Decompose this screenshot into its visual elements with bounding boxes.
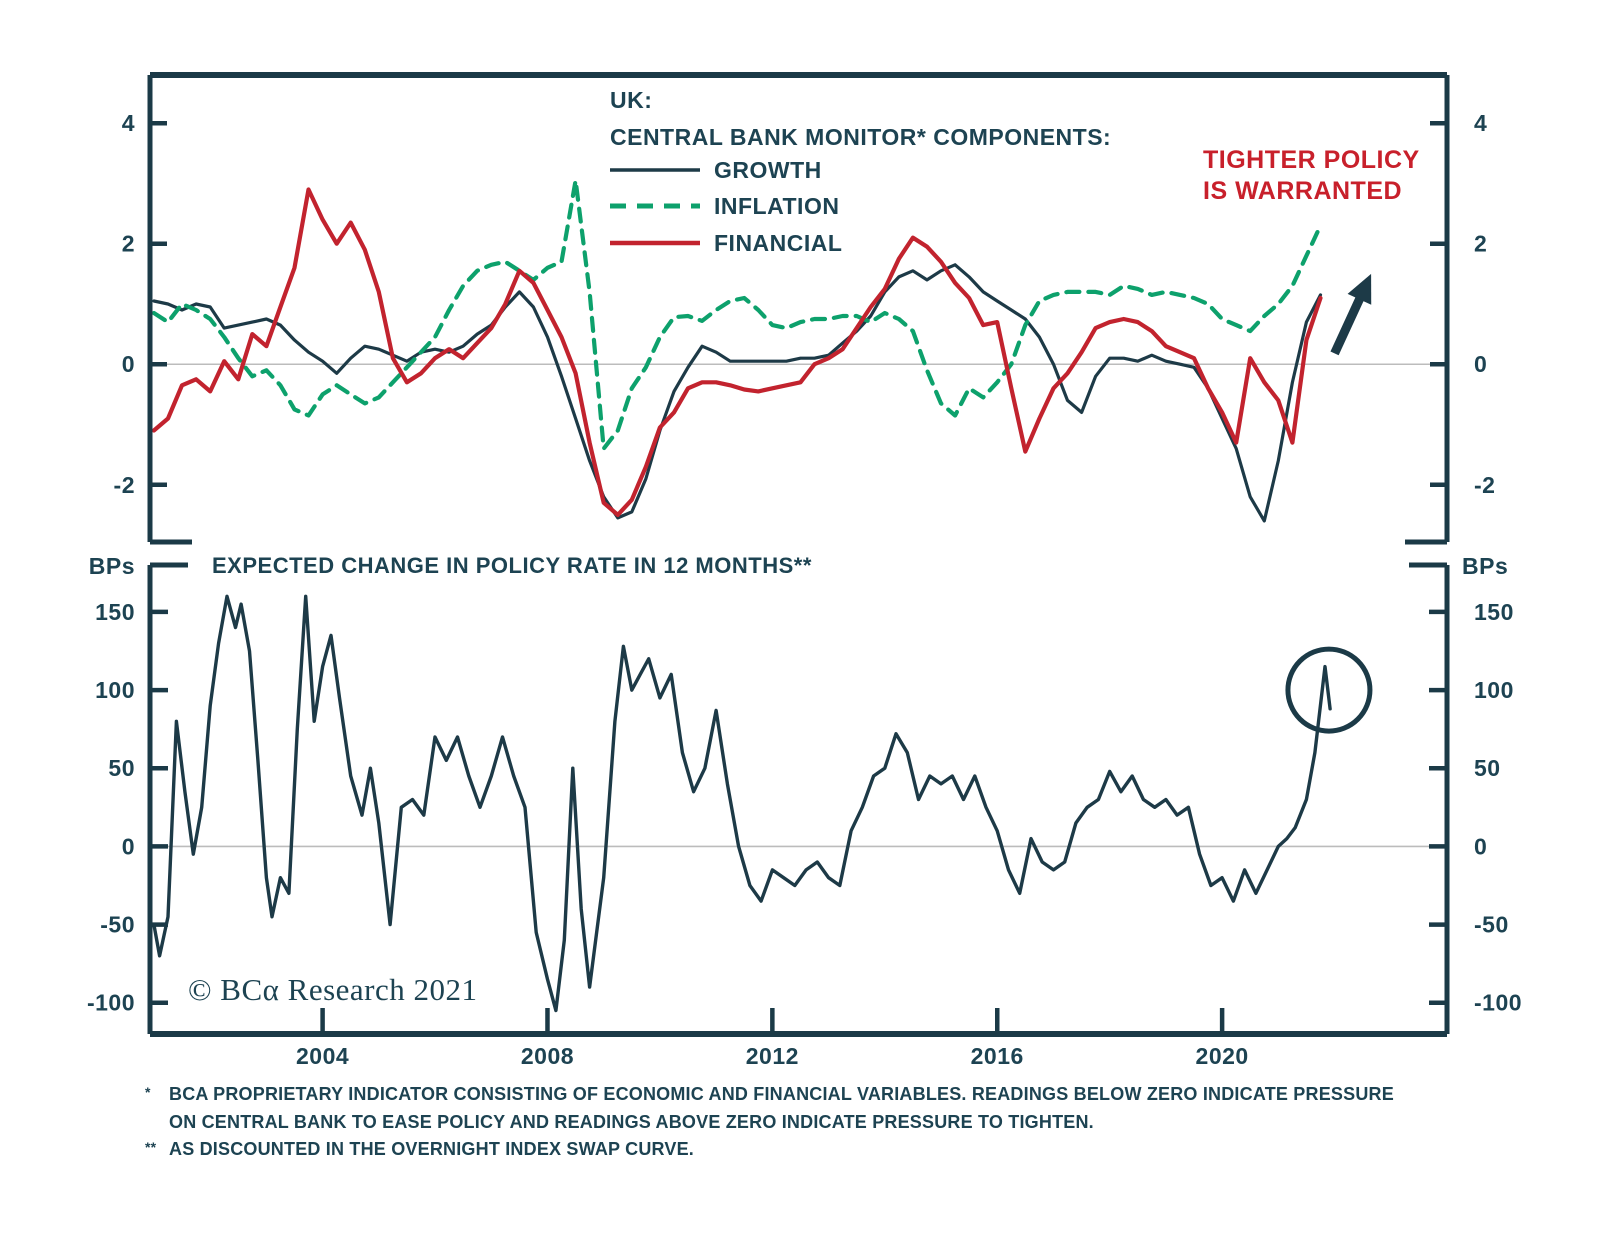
- annotation-arrow-head: [1347, 273, 1372, 305]
- x-tick-label: 2004: [296, 1043, 349, 1069]
- top-panel-subtitle: CENTRAL BANK MONITOR* COMPONENTS:: [610, 124, 1111, 150]
- series-inflation: [151, 178, 1323, 451]
- x-tick-label: 2020: [1196, 1043, 1249, 1069]
- bottom-y-tick-label-right: -50: [1474, 912, 1509, 938]
- annotation-tighter-policy-line-2: IS WARRANTED: [1203, 177, 1402, 205]
- top-y-tick-label-right: 4: [1474, 110, 1487, 136]
- footnote-1-line-1: BCA PROPRIETARY INDICATOR CONSISTING OF …: [169, 1084, 1394, 1104]
- legend-label-growth: GROWTH: [714, 157, 822, 183]
- x-tick-label: 2012: [746, 1043, 799, 1069]
- x-tick-label: 2016: [971, 1043, 1024, 1069]
- bottom-y-tick-label-left: 50: [108, 755, 135, 781]
- bottom-y-tick-label-left: 100: [95, 677, 135, 703]
- top-panel-title: UK:: [610, 87, 652, 113]
- top-y-tick-label-left: 0: [122, 351, 135, 377]
- bottom-y-tick-label-left: 0: [122, 833, 135, 859]
- bottom-y-tick-label-right: -100: [1474, 990, 1522, 1016]
- bottom-y-tick-label-right: 50: [1474, 755, 1501, 781]
- footnote-1-marker: *: [145, 1084, 151, 1100]
- series-financial: [151, 187, 1323, 518]
- bottom-panel-title: EXPECTED CHANGE IN POLICY RATE IN 12 MON…: [212, 553, 812, 578]
- copyright-logo: © BCα Research 2021: [188, 972, 478, 1007]
- footnote-2-marker: **: [145, 1139, 157, 1155]
- bottom-y-tick-label-right: 0: [1474, 833, 1487, 859]
- footnote-2: ** AS DISCOUNTED IN THE OVERNIGHT INDEX …: [145, 1136, 1445, 1164]
- top-y-tick-label-right: 0: [1474, 351, 1487, 377]
- footnote-2-line-1: AS DISCOUNTED IN THE OVERNIGHT INDEX SWA…: [169, 1139, 694, 1159]
- top-y-tick-label-left: 2: [122, 231, 135, 257]
- bottom-y-tick-label-left: 150: [95, 599, 135, 625]
- x-tick-label: 2008: [521, 1043, 574, 1069]
- footnotes: * BCA PROPRIETARY INDICATOR CONSISTING O…: [145, 1081, 1445, 1164]
- y-axis-unit-right: BPs: [1462, 553, 1508, 579]
- legend-label-inflation: INFLATION: [714, 193, 839, 219]
- annotation-arrow-shaft: [1330, 291, 1367, 356]
- series-growth: [152, 263, 1323, 523]
- top-y-tick-label-left: -2: [114, 472, 135, 498]
- top-y-tick-label-right: -2: [1474, 472, 1495, 498]
- legend-label-financial: FINANCIAL: [714, 230, 842, 256]
- y-axis-unit-left: BPs: [89, 553, 135, 579]
- annotation-circle: [1285, 646, 1373, 734]
- annotation-tighter-policy-line-1: TIGHTER POLICY: [1203, 146, 1420, 174]
- bottom-y-tick-label-right: 100: [1474, 677, 1514, 703]
- bottom-y-tick-label-left: -100: [87, 990, 135, 1016]
- series-expected-policy-rate-change: [152, 594, 1332, 1013]
- top-y-tick-label-right: 2: [1474, 231, 1487, 257]
- footnote-1-line-2: ON CENTRAL BANK TO EASE POLICY AND READI…: [169, 1111, 1094, 1132]
- footnote-1: * BCA PROPRIETARY INDICATOR CONSISTING O…: [145, 1081, 1445, 1136]
- bottom-y-tick-label-right: 150: [1474, 599, 1514, 625]
- bottom-y-tick-label-left: -50: [100, 912, 135, 938]
- top-y-tick-label-left: 4: [122, 110, 135, 136]
